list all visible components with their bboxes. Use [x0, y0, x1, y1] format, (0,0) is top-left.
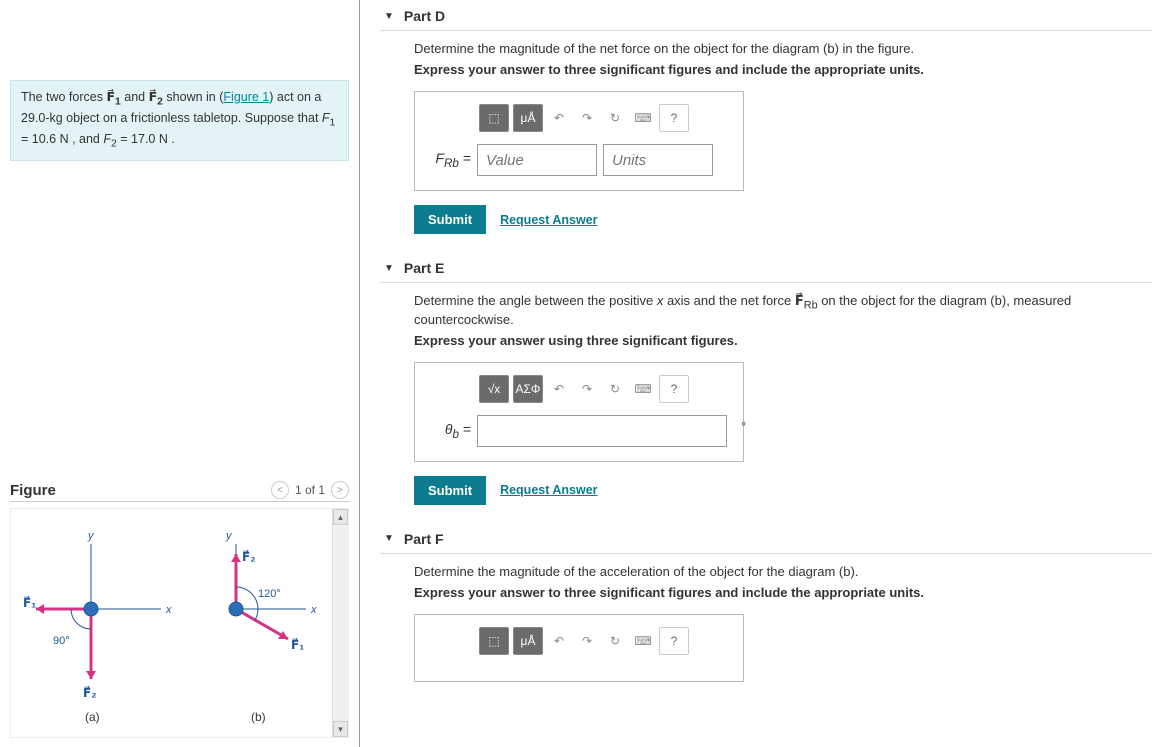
- part-d-title: Part D: [404, 8, 445, 24]
- svg-text:(b): (b): [251, 710, 266, 724]
- part-d-toolbar: ⬚ μÅ ↶ ↷ ↻ ⌨ ?: [479, 104, 727, 132]
- svg-text:F⃗₁: F⃗₁: [291, 638, 304, 652]
- undo-icon[interactable]: ↶: [547, 375, 571, 403]
- right-panel: ▼ Part D Determine the magnitude of the …: [360, 0, 1172, 747]
- figure-diagram: x y F⃗₁ F⃗₂ 90° (a): [11, 509, 331, 734]
- sqrt-tool-icon[interactable]: √x: [479, 375, 509, 403]
- figure-header: Figure < 1 of 1 >: [10, 481, 349, 502]
- svg-text:F⃗₂: F⃗₂: [83, 686, 97, 700]
- units-tool-icon[interactable]: μÅ: [513, 627, 543, 655]
- scroll-up-icon[interactable]: ▲: [333, 509, 348, 525]
- help-icon[interactable]: ?: [659, 375, 689, 403]
- template-tool-icon[interactable]: ⬚: [479, 627, 509, 655]
- problem-statement: The two forces F⃗1 and F⃗2 shown in (Fig…: [10, 80, 349, 161]
- undo-icon[interactable]: ↶: [547, 104, 571, 132]
- svg-text:F⃗₂: F⃗₂: [242, 550, 256, 564]
- degree-unit: ∘: [740, 417, 747, 430]
- part-d-units-input[interactable]: [603, 144, 713, 176]
- part-f-answer-box: ⬚ μÅ ↶ ↷ ↻ ⌨ ?: [414, 614, 744, 682]
- caret-down-icon: ▼: [384, 533, 394, 544]
- part-d-request-link[interactable]: Request Answer: [500, 213, 597, 227]
- part-d-answer-box: ⬚ μÅ ↶ ↷ ↻ ⌨ ? FRb =: [414, 91, 744, 191]
- problem-text: The two forces F⃗1 and F⃗2 shown in (Fig…: [21, 90, 335, 146]
- figure-scrollbar[interactable]: ▲ ▼: [332, 509, 348, 737]
- pager-prev[interactable]: <: [271, 481, 289, 499]
- reset-icon[interactable]: ↻: [603, 375, 627, 403]
- svg-text:y: y: [87, 530, 95, 542]
- part-e-value-input[interactable]: [477, 415, 727, 447]
- part-e: ▼ Part E Determine the angle between the…: [380, 252, 1152, 505]
- svg-text:F⃗₁: F⃗₁: [23, 596, 36, 610]
- keyboard-icon[interactable]: ⌨: [631, 627, 655, 655]
- undo-icon[interactable]: ↶: [547, 627, 571, 655]
- scroll-down-icon[interactable]: ▼: [333, 721, 348, 737]
- part-f: ▼ Part F Determine the magnitude of the …: [380, 523, 1152, 682]
- keyboard-icon[interactable]: ⌨: [631, 375, 655, 403]
- part-d-value-input[interactable]: [477, 144, 597, 176]
- part-e-submit-button[interactable]: Submit: [414, 476, 486, 505]
- keyboard-icon[interactable]: ⌨: [631, 104, 655, 132]
- part-e-header[interactable]: ▼ Part E: [380, 252, 1152, 283]
- part-e-request-link[interactable]: Request Answer: [500, 483, 597, 497]
- svg-text:90°: 90°: [53, 635, 70, 647]
- part-f-header[interactable]: ▼ Part F: [380, 523, 1152, 554]
- part-e-label: θb =: [431, 421, 471, 441]
- left-panel: The two forces F⃗1 and F⃗2 shown in (Fig…: [0, 0, 360, 747]
- part-d-header[interactable]: ▼ Part D: [380, 0, 1152, 31]
- figure-link[interactable]: Figure 1: [223, 90, 269, 104]
- pager-count: 1 of 1: [295, 483, 325, 497]
- figure-area: x y F⃗₁ F⃗₂ 90° (a): [10, 508, 349, 738]
- help-icon[interactable]: ?: [659, 627, 689, 655]
- part-d-instruct: Express your answer to three significant…: [414, 62, 1152, 77]
- reset-icon[interactable]: ↻: [603, 627, 627, 655]
- part-d-submit-button[interactable]: Submit: [414, 205, 486, 234]
- svg-text:(a): (a): [85, 710, 100, 724]
- reset-icon[interactable]: ↻: [603, 104, 627, 132]
- part-d-label: FRb =: [431, 150, 471, 170]
- greek-tool-icon[interactable]: ΑΣΦ: [513, 375, 543, 403]
- help-icon[interactable]: ?: [659, 104, 689, 132]
- part-d: ▼ Part D Determine the magnitude of the …: [380, 0, 1152, 234]
- part-f-prompt: Determine the magnitude of the accelerat…: [414, 564, 1152, 579]
- svg-text:x: x: [310, 604, 317, 616]
- units-tool-icon[interactable]: μÅ: [513, 104, 543, 132]
- figure-heading: Figure: [10, 482, 56, 499]
- redo-icon[interactable]: ↷: [575, 375, 599, 403]
- part-e-prompt: Determine the angle between the positive…: [414, 293, 1152, 327]
- part-e-answer-box: √x ΑΣΦ ↶ ↷ ↻ ⌨ ? θb = ∘: [414, 362, 744, 462]
- part-e-instruct: Express your answer using three signific…: [414, 333, 1152, 348]
- template-tool-icon[interactable]: ⬚: [479, 104, 509, 132]
- redo-icon[interactable]: ↷: [575, 627, 599, 655]
- svg-text:120°: 120°: [258, 588, 281, 600]
- page-root: The two forces F⃗1 and F⃗2 shown in (Fig…: [0, 0, 1172, 747]
- redo-icon[interactable]: ↷: [575, 104, 599, 132]
- svg-text:y: y: [225, 530, 233, 542]
- pager-next[interactable]: >: [331, 481, 349, 499]
- part-e-toolbar: √x ΑΣΦ ↶ ↷ ↻ ⌨ ?: [479, 375, 727, 403]
- caret-down-icon: ▼: [384, 11, 394, 22]
- figure-pager: < 1 of 1 >: [271, 481, 349, 499]
- part-f-toolbar: ⬚ μÅ ↶ ↷ ↻ ⌨ ?: [479, 627, 727, 655]
- part-e-title: Part E: [404, 260, 444, 276]
- svg-text:x: x: [165, 604, 172, 616]
- caret-down-icon: ▼: [384, 263, 394, 274]
- part-f-title: Part F: [404, 531, 444, 547]
- part-f-instruct: Express your answer to three significant…: [414, 585, 1152, 600]
- part-d-prompt: Determine the magnitude of the net force…: [414, 41, 1152, 56]
